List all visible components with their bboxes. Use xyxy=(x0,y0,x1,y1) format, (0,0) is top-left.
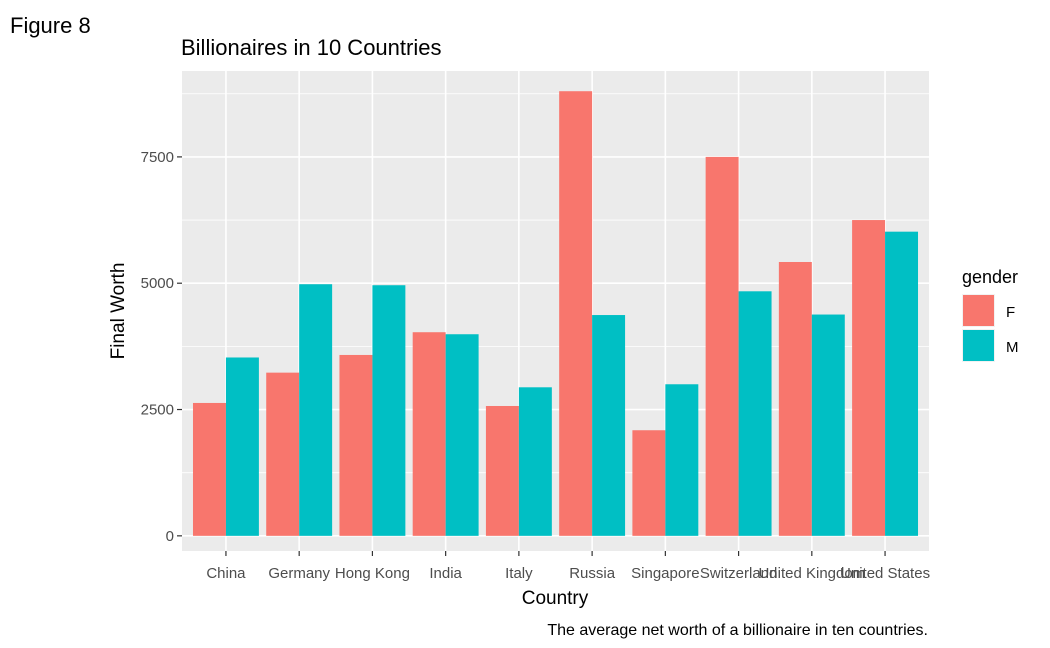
bar-f-india xyxy=(412,332,446,536)
bar-m-united-kingdom xyxy=(811,314,845,536)
y-axis: 0 2500 5000 7500 xyxy=(141,149,182,545)
x-tick-label: India xyxy=(429,565,462,582)
x-tick-label: Hong Kong xyxy=(335,565,410,582)
bar-m-switzerland xyxy=(738,291,772,536)
bar-m-hong-kong xyxy=(372,285,406,536)
y-axis-label: Final Worth xyxy=(108,263,129,360)
bar-f-russia xyxy=(559,91,593,536)
y-tick-label: 0 xyxy=(166,528,174,545)
bar-m-singapore xyxy=(665,384,699,536)
x-tick-label: United States xyxy=(840,565,930,582)
figure-label: Figure 8 xyxy=(10,13,91,38)
bar-m-germany xyxy=(299,284,333,536)
legend-swatch-m xyxy=(963,330,994,361)
legend-label-f: F xyxy=(1006,304,1015,321)
legend-label-m: M xyxy=(1006,339,1019,356)
y-tick-label: 7500 xyxy=(141,149,174,166)
bar-f-hong-kong xyxy=(339,354,373,536)
bar-m-united-states xyxy=(885,231,919,536)
x-tick-label: Germany xyxy=(268,565,330,582)
bar-m-india xyxy=(445,334,479,536)
bar-f-united-kingdom xyxy=(778,261,812,536)
y-tick-label: 5000 xyxy=(141,275,174,292)
bar-m-china xyxy=(225,357,259,536)
bar-f-united-states xyxy=(852,220,886,536)
legend-swatch-f xyxy=(963,295,994,326)
y-tick-label: 2500 xyxy=(141,402,174,419)
x-tick-label: United Kingdom xyxy=(758,565,865,582)
bars xyxy=(192,91,919,536)
bar-m-russia xyxy=(592,315,626,536)
x-axis-label: Country xyxy=(522,588,589,609)
bar-f-singapore xyxy=(632,430,666,536)
x-tick-label: China xyxy=(206,565,246,582)
chart-title: Billionaires in 10 Countries xyxy=(181,35,441,60)
x-tick-label: Singapore xyxy=(631,565,699,582)
legend-title: gender xyxy=(962,267,1018,287)
x-axis: China Germany Hong Kong India Italy Russia Sin… xyxy=(206,551,930,582)
x-tick-label: Italy xyxy=(505,565,533,582)
bar-f-china xyxy=(192,402,226,536)
caption: The average net worth of a billionaire i… xyxy=(547,622,928,639)
bar-f-switzerland xyxy=(705,156,739,536)
x-tick-label: Switzerland xyxy=(700,565,778,582)
bar-f-italy xyxy=(485,405,519,536)
bar-m-italy xyxy=(518,387,552,536)
legend: gender F M xyxy=(962,267,1019,362)
x-tick-label: Russia xyxy=(569,565,616,582)
bar-f-germany xyxy=(266,372,300,536)
